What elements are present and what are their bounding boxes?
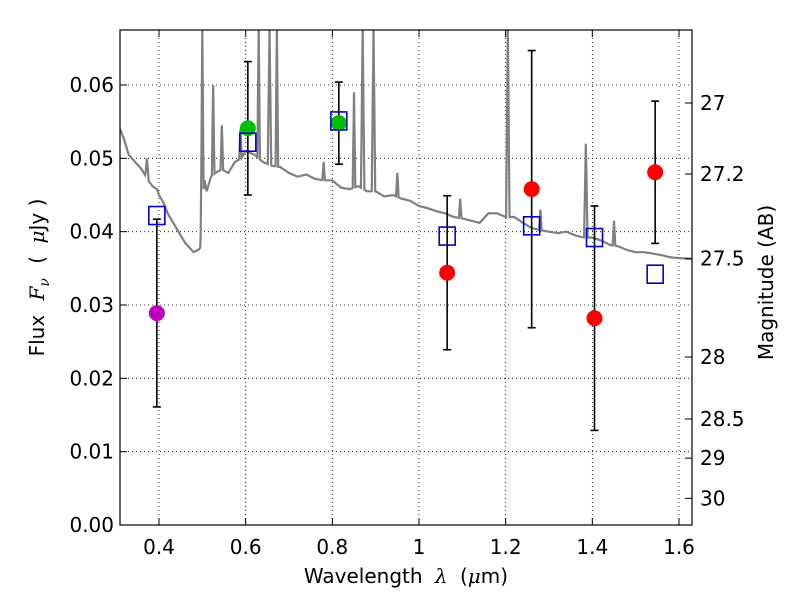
model-square bbox=[239, 132, 257, 152]
x-tick-label: 0.6 bbox=[230, 535, 262, 559]
data-point-red bbox=[647, 164, 664, 181]
y-axis-label: Flux Fν ( μJy ) bbox=[25, 199, 54, 357]
y2-tick-label: 28 bbox=[700, 345, 725, 369]
y2-tick-label: 27 bbox=[700, 91, 725, 115]
model-square bbox=[438, 226, 456, 246]
y-tick-label: 0.02 bbox=[69, 366, 114, 390]
x-tick-label: 0.8 bbox=[316, 535, 348, 559]
model-square bbox=[646, 264, 664, 285]
data-point-purple bbox=[148, 305, 165, 322]
x-tick-label: 1.6 bbox=[663, 535, 695, 559]
model-square bbox=[330, 111, 348, 131]
plot-area bbox=[120, 30, 692, 525]
y-tick-label: 0.04 bbox=[69, 220, 114, 244]
y2-tick-label: 28.5 bbox=[700, 407, 745, 431]
y2-tick-label: 27.5 bbox=[700, 247, 745, 271]
ticks: 0.4 0.6 0.8 1 1.2 1.4 1.6 0.00 0.01 0.02 0.03 0.04 0… bbox=[69, 30, 745, 559]
spectrum-series bbox=[120, 30, 692, 260]
x-tick-label: 1.4 bbox=[576, 535, 608, 559]
y-tick-label: 0.03 bbox=[69, 293, 114, 317]
x-tick-label: 1 bbox=[413, 535, 426, 559]
y2-tick-label: 29 bbox=[700, 446, 725, 470]
y2-axis-label: Magnitude (AB) bbox=[754, 205, 778, 360]
data-point-green bbox=[239, 120, 256, 137]
y2-tick-label: 30 bbox=[700, 486, 725, 510]
model-square bbox=[148, 205, 166, 226]
x-axis-label: Wavelength λ (μm) bbox=[304, 564, 508, 588]
x-tick-label: 0.4 bbox=[143, 535, 175, 559]
model-square bbox=[522, 216, 541, 236]
data-point-red bbox=[586, 310, 603, 327]
spectrum-line bbox=[120, 30, 692, 260]
data-point-red bbox=[439, 264, 456, 281]
y-tick-label: 0.05 bbox=[69, 146, 114, 170]
model-series bbox=[148, 111, 664, 285]
data-point-red bbox=[523, 181, 540, 198]
y-tick-label: 0.00 bbox=[69, 513, 114, 537]
y-tick-label: 0.06 bbox=[69, 73, 114, 97]
model-square bbox=[585, 227, 604, 248]
y2-tick-label: 27.2 bbox=[700, 162, 745, 186]
measured-series bbox=[148, 115, 664, 327]
y-tick-label: 0.01 bbox=[69, 440, 114, 464]
x-tick-label: 1.2 bbox=[490, 535, 522, 559]
data-point-green bbox=[330, 115, 347, 132]
plot-frame bbox=[119, 29, 693, 526]
